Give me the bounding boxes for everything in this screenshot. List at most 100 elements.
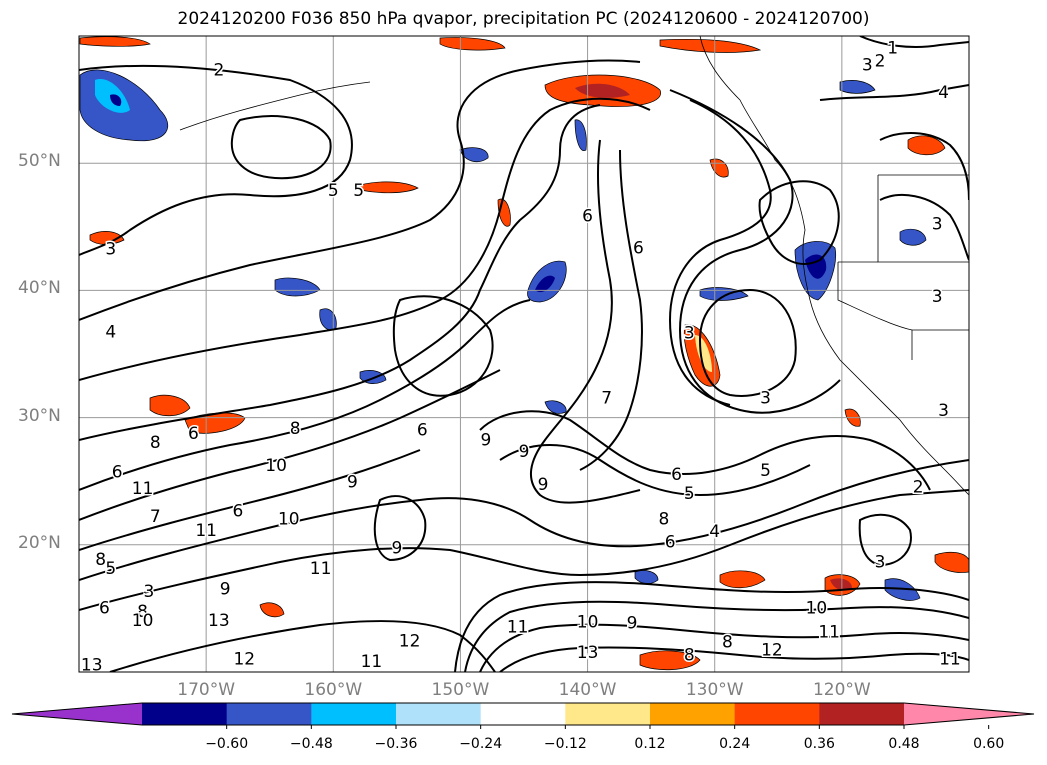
- latitude-label: 20°N: [18, 532, 61, 553]
- contour-label: 12: [761, 640, 783, 660]
- neg-precip-patch: [574, 119, 587, 152]
- contour-label: 9: [538, 475, 549, 495]
- contour-line: [499, 444, 811, 497]
- colorbar-bin: [396, 703, 482, 725]
- contour-label: 8: [137, 602, 148, 622]
- latitude-label: 30°N: [18, 405, 61, 426]
- contour-label: 3: [932, 214, 943, 234]
- contour-label: 11: [939, 649, 961, 669]
- contour-line: [758, 180, 840, 265]
- contour-label: 10: [132, 611, 154, 631]
- contour-label: 10: [806, 598, 828, 618]
- colorbar-under-extend: [12, 703, 142, 725]
- longitude-label: 160°W: [304, 680, 363, 700]
- contour-line: [79, 97, 651, 381]
- contour-label: 6: [582, 207, 593, 227]
- contour-line: [479, 410, 931, 491]
- contour-line: [579, 149, 643, 471]
- contour-line: [819, 84, 969, 101]
- colorbar-bin: [480, 703, 566, 725]
- latitude-label: 50°N: [18, 151, 61, 172]
- contour-label: 2: [213, 60, 224, 80]
- contour-line: [859, 36, 969, 48]
- contour-label: 3: [684, 324, 695, 344]
- contour-label: 8: [95, 550, 106, 570]
- qvapor-contours: [79, 36, 969, 672]
- neg-precip-patch: [634, 570, 659, 584]
- contour-line: [79, 489, 969, 611]
- contour-label: 9: [347, 472, 358, 492]
- coastlines: [179, 36, 969, 496]
- contour-line: [464, 600, 969, 672]
- neg-precip-patch: [459, 147, 489, 163]
- contour-label: 4: [709, 522, 720, 542]
- contour-label: 7: [601, 389, 612, 409]
- colorbar-tick-label: −0.60: [205, 736, 249, 752]
- colorbar-tick-label: 0.36: [803, 736, 835, 752]
- longitude-label: 150°W: [431, 680, 490, 700]
- contour-line: [879, 132, 969, 201]
- colorbar-outline: [11, 702, 1035, 726]
- contour-label: 5: [684, 484, 695, 504]
- pos-precip-patch: [830, 578, 852, 590]
- contour-label: 3: [862, 55, 873, 75]
- pos-precip-patch: [259, 602, 285, 618]
- contour-label: 3: [105, 240, 116, 260]
- contour-label: 6: [112, 462, 123, 482]
- contour-label: 11: [361, 652, 383, 672]
- colorbar-bin: [226, 703, 312, 725]
- contour-label: 6: [99, 598, 110, 618]
- contour-label: 9: [480, 430, 491, 450]
- latitude-label: 40°N: [18, 278, 61, 299]
- contour-label: 11: [310, 559, 332, 579]
- contour-line: [373, 495, 427, 562]
- contour-label: 10: [577, 612, 599, 632]
- contour-line: [879, 194, 969, 261]
- contour-label: 10: [265, 456, 287, 476]
- contour-label: 2: [875, 51, 886, 71]
- contour-label: 4: [105, 322, 116, 342]
- contour-line: [79, 59, 641, 321]
- contour-label: 13: [81, 656, 103, 676]
- contour-label: 12: [233, 649, 255, 669]
- pos-precip-patch: [89, 231, 125, 245]
- contour-label: 10: [278, 509, 300, 529]
- pos-precip-patch: [719, 570, 766, 589]
- colorbar-bin: [311, 703, 397, 725]
- contour-line: [668, 99, 772, 406]
- colorbar-tick-label: −0.36: [374, 736, 418, 752]
- colorbar-tick-label: 0.12: [634, 736, 666, 752]
- contour-line: [79, 299, 531, 491]
- contour-label: 4: [938, 83, 949, 103]
- contour-line: [529, 139, 641, 504]
- pos-precip-patch: [934, 551, 969, 573]
- pos-precip-patch: [575, 83, 630, 98]
- colorbar-bin: [734, 703, 820, 725]
- neg-precip-patch: [319, 308, 337, 331]
- contour-line: [230, 115, 332, 180]
- contour-label: 11: [818, 623, 840, 643]
- contour-label: 13: [577, 643, 599, 663]
- neg-precip-patch: [899, 228, 927, 246]
- contour-label: 5: [760, 461, 771, 481]
- colorbar-tick-label: 0.24: [719, 736, 751, 752]
- colorbar-bin: [565, 703, 651, 725]
- contour-label: 9: [627, 614, 638, 634]
- contour-label: 13: [208, 611, 230, 631]
- contour-label: 1: [887, 39, 898, 59]
- pos-precip-patch: [359, 181, 419, 194]
- colorbar-over-extend: [904, 703, 1034, 725]
- contour-label: 3: [144, 582, 155, 602]
- contour-line: [669, 89, 841, 414]
- colorbar-bin: [142, 703, 228, 725]
- contour-label: 3: [932, 287, 943, 307]
- contour-line: [454, 581, 969, 672]
- contour-label: 6: [233, 502, 244, 522]
- contour-label: 5: [328, 181, 339, 201]
- neg-precip-patch: [110, 94, 122, 106]
- colorbar-tick-label: −0.12: [543, 736, 587, 752]
- colorbar-tick-label: 0.60: [973, 736, 1005, 752]
